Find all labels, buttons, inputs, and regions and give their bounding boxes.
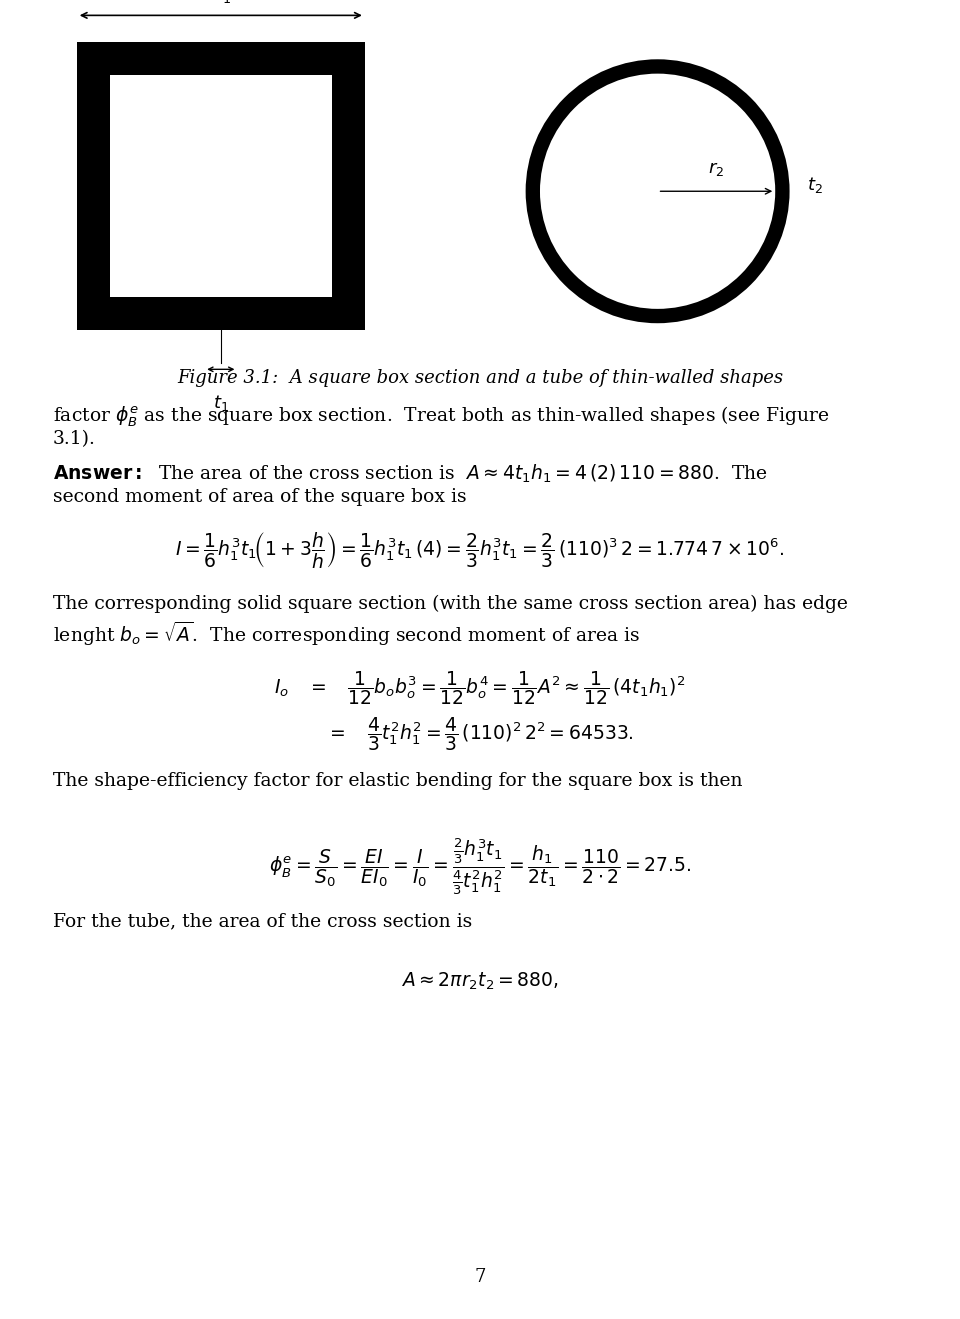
Bar [109,75,332,297]
Text: $I = \dfrac{1}{6}h_1^3 t_1 \!\left(1 + 3\dfrac{h}{h}\right) = \dfrac{1}{6}h_1^3 : $I = \dfrac{1}{6}h_1^3 t_1 \!\left(1 + 3… [176,530,784,570]
Text: For the tube, the area of the cross section is: For the tube, the area of the cross sect… [53,913,472,931]
Text: The shape-efficiency factor for elastic bending for the square box is then: The shape-efficiency factor for elastic … [53,772,742,790]
Text: 7: 7 [474,1268,486,1286]
Ellipse shape [526,59,789,323]
Text: factor $\phi_B^e$ as the square box section.  Treat both as thin-walled shapes (: factor $\phi_B^e$ as the square box sect… [53,404,829,429]
Text: $A \approx 2\pi r_2 t_2 = 880,$: $A \approx 2\pi r_2 t_2 = 880,$ [401,971,559,992]
Text: $= \quad \dfrac{4}{3}t_1^2 h_1^2 = \dfrac{4}{3}\,(110)^2\,2^2 = 64533.$: $= \quad \dfrac{4}{3}t_1^2 h_1^2 = \dfra… [326,715,634,753]
Text: $\mathbf{Answer:}$  The area of the cross section is  $A \approx  4t_1 h_1 = 4\,: $\mathbf{Answer:}$ The area of the cross… [53,463,768,485]
Text: lenght $b_o = \sqrt{A}$.  The corresponding second moment of area is: lenght $b_o = \sqrt{A}$. The correspondi… [53,620,640,648]
Text: 3.1).: 3.1). [53,430,96,448]
Text: second moment of area of the square box is: second moment of area of the square box … [53,488,467,506]
Ellipse shape [540,74,776,309]
Text: $I_o \quad = \quad \dfrac{1}{12}b_o b_o^3 = \dfrac{1}{12}b_o^4 = \dfrac{1}{12}A^: $I_o \quad = \quad \dfrac{1}{12}b_o b_o^… [275,669,685,707]
Bar [77,42,365,330]
Text: $\phi_B^e = \dfrac{S}{S_0} = \dfrac{EI}{EI_0} = \dfrac{I}{I_0} = \dfrac{\frac{2}: $\phi_B^e = \dfrac{S}{S_0} = \dfrac{EI}{… [269,836,691,897]
Text: $t_2$: $t_2$ [806,174,823,195]
Text: $r_2$: $r_2$ [708,160,725,178]
Text: $h_1$: $h_1$ [210,0,231,5]
Text: The corresponding solid square section (with the same cross section area) has ed: The corresponding solid square section (… [53,595,848,613]
Text: Figure 3.1:  A square box section and a tube of thin-walled shapes: Figure 3.1: A square box section and a t… [177,369,783,388]
Text: $t_1$: $t_1$ [213,393,228,413]
